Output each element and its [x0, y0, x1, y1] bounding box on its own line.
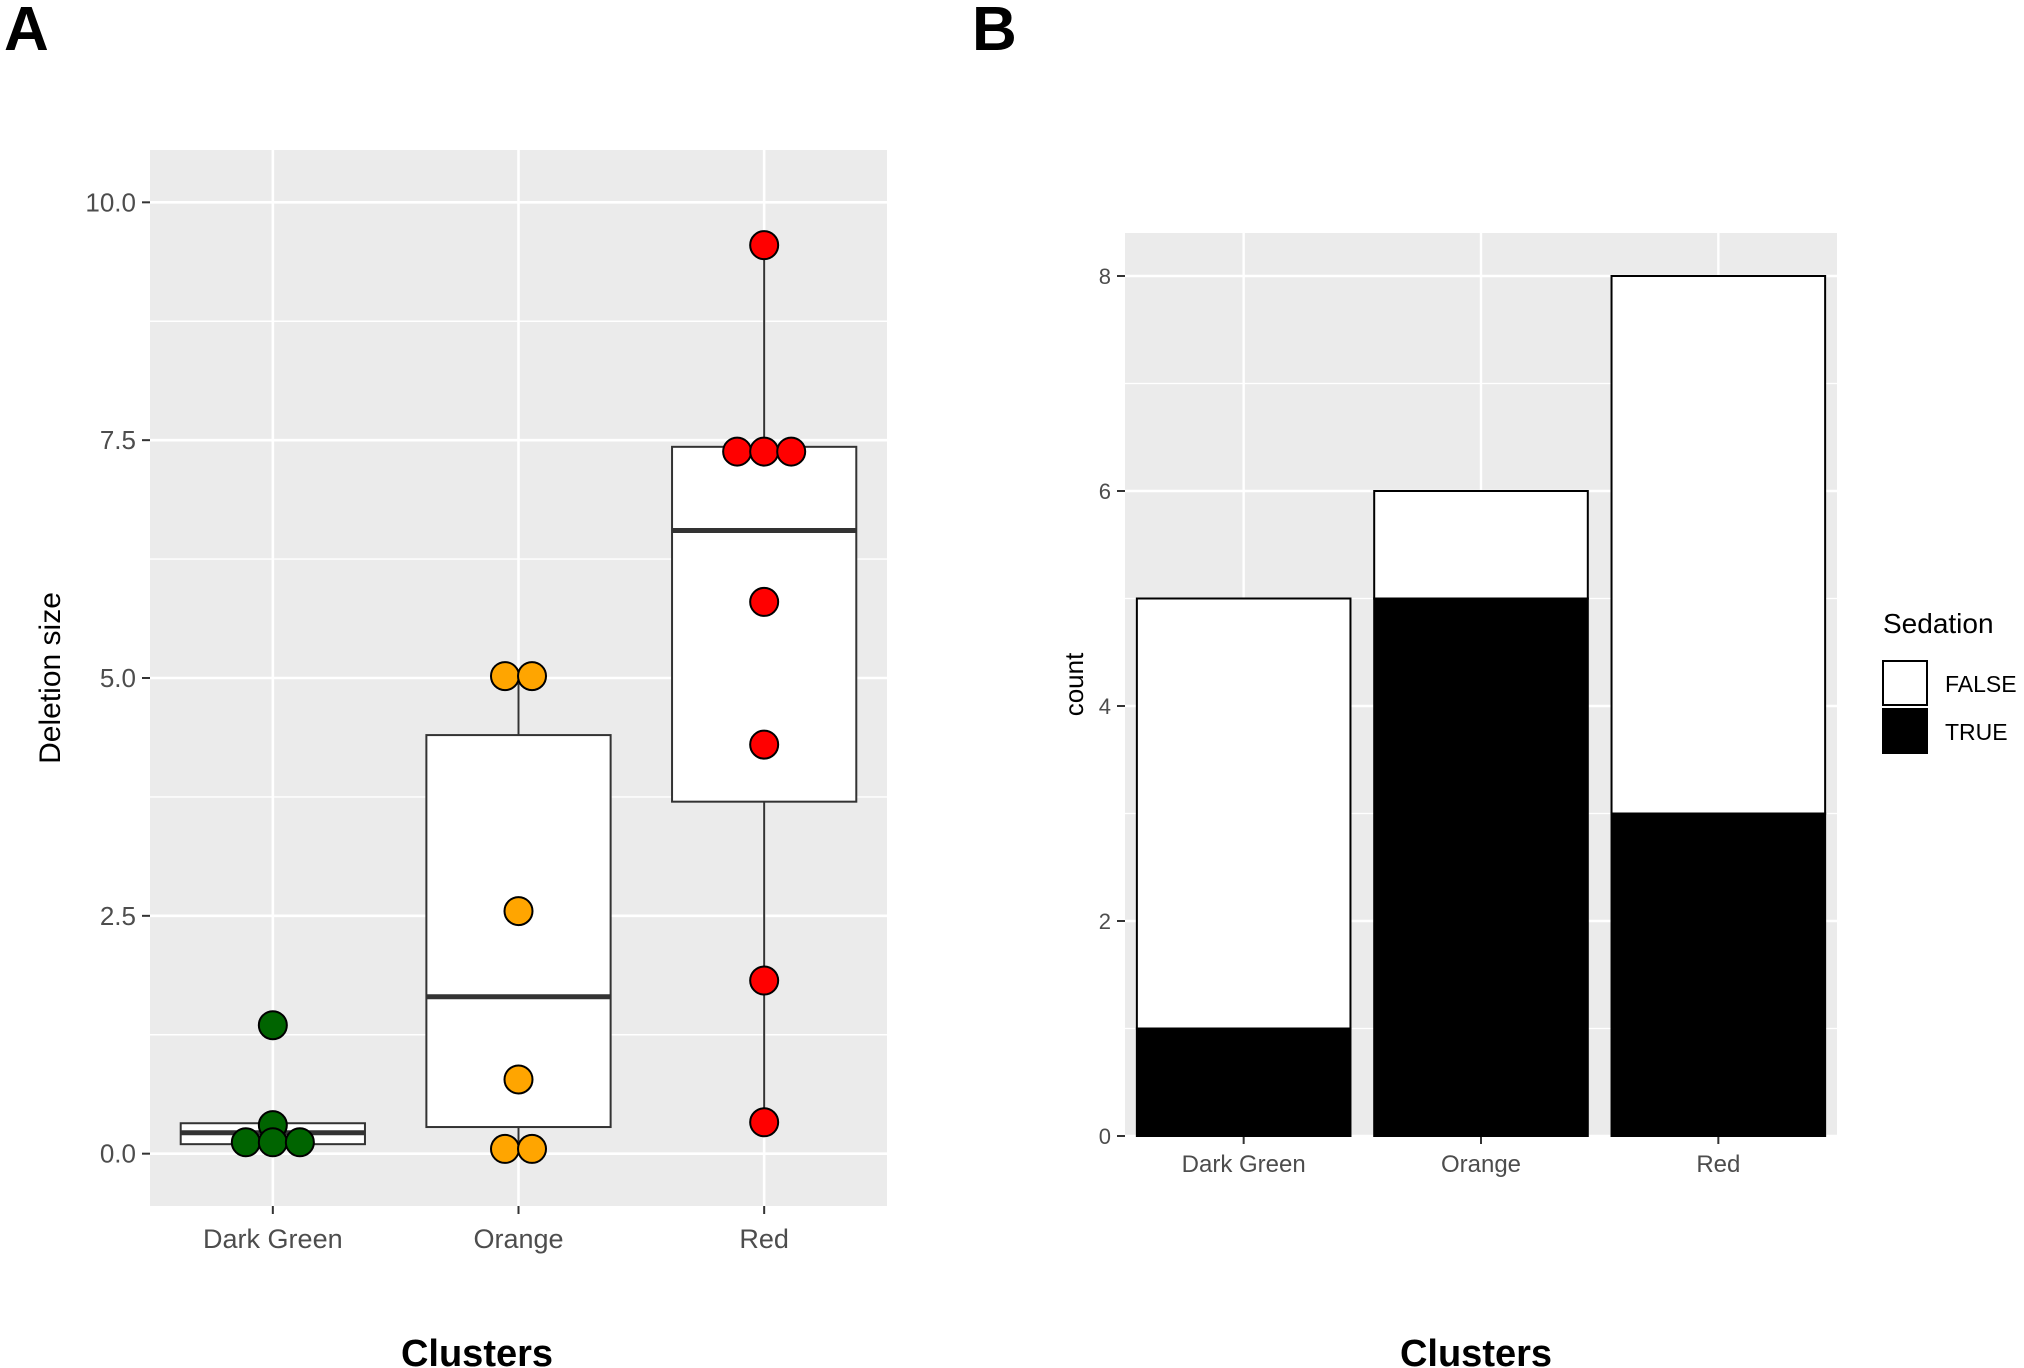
data-point-orange: [489, 661, 520, 692]
box-orange: [425, 734, 612, 1129]
data-point-dark-green: [257, 1127, 288, 1158]
bar-dark-green-false: [1135, 597, 1352, 1030]
y-tick-label: 5.0: [100, 663, 136, 693]
data-point-red: [749, 230, 780, 261]
y-tick-label: 7.5: [100, 425, 136, 455]
stacked-bar-chart: 0 2 4 6 8 Dark Green Orange Red count Sedation FAL…: [1059, 233, 2017, 1178]
data-point-dark-green: [284, 1127, 315, 1158]
bar-x-axis-title: Clusters: [1400, 1333, 1552, 1368]
data-point-dark-green: [257, 1010, 288, 1041]
data-point-dark-green: [230, 1127, 261, 1158]
y-tick-label: 2: [1099, 909, 1111, 934]
x-tick-label-dark-green: Dark Green: [203, 1224, 343, 1254]
data-point-orange: [489, 1133, 520, 1164]
y-tick-label: 0: [1099, 1124, 1111, 1149]
bar-orange-true: [1373, 597, 1589, 1137]
bar-red-false: [1610, 275, 1827, 815]
y-tick-label: 10.0: [85, 187, 136, 217]
y-tick-label: 0.0: [100, 1139, 136, 1169]
boxplot-y-axis-title: Deletion size: [34, 592, 67, 764]
x-tick-label-red: Red: [1696, 1151, 1740, 1178]
data-point-orange: [517, 661, 548, 692]
boxplot-chart: 0.0 2.5 5.0 7.5 10.0 Dark Green Orange Red Delet…: [34, 150, 887, 1254]
data-point-red: [722, 436, 753, 467]
y-tick-label: 6: [1099, 479, 1111, 504]
bar-red-true: [1610, 812, 1827, 1137]
y-tick-label: 2.5: [100, 901, 136, 931]
boxplot-x-axis-title: Clusters: [401, 1333, 553, 1368]
x-tick-label-orange: Orange: [473, 1224, 563, 1254]
panel-b-label: B: [972, 0, 1017, 64]
data-point-red: [749, 586, 780, 617]
bar-dark-green-true: [1135, 1027, 1352, 1137]
x-tick-label-orange: Orange: [1441, 1151, 1521, 1178]
data-point-red: [749, 1107, 780, 1138]
data-point-red: [776, 436, 807, 467]
data-point-red: [749, 965, 780, 996]
panel-a-label: A: [4, 0, 49, 64]
legend-key-true: [1882, 708, 1928, 754]
data-point-red: [749, 729, 780, 760]
y-tick-label: 4: [1099, 694, 1111, 719]
data-point-orange: [503, 1064, 534, 1095]
legend-key-false: [1882, 660, 1928, 706]
data-point-red: [749, 436, 780, 467]
legend-title: Sedation: [1883, 608, 1994, 639]
legend-label-true: TRUE: [1945, 719, 2008, 745]
bar-orange-false: [1373, 490, 1589, 600]
data-point-orange: [517, 1133, 548, 1164]
bar-y-axis-title: count: [1059, 652, 1089, 716]
legend-label-false: FALSE: [1945, 671, 2017, 697]
y-tick-label: 8: [1099, 264, 1111, 289]
x-tick-label-dark-green: Dark Green: [1182, 1151, 1306, 1178]
x-tick-label-red: Red: [739, 1224, 789, 1254]
data-point-orange: [503, 896, 534, 927]
